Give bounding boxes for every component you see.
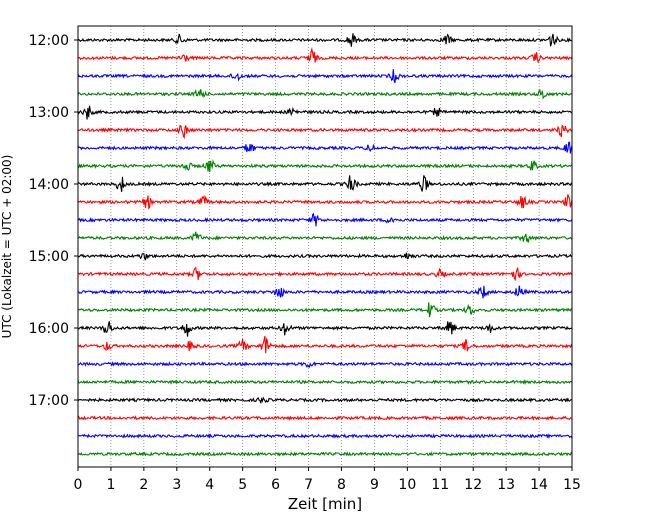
- x-tick-label: 15: [563, 477, 581, 493]
- x-tick-label: 14: [530, 477, 548, 493]
- y-axis: 12:00 13:00 14:00 15:00 16:00 17:00: [29, 33, 78, 409]
- x-axis: 0 1 2 3 4 5 6 7 8 9 10 11 12 13 14 15: [74, 467, 581, 493]
- seismogram-trace: [77, 335, 573, 354]
- y-tick-label: 15:00: [29, 249, 69, 265]
- y-axis-label: UTC (Lokalzeit = UTC + 02:00): [0, 155, 14, 339]
- trace-group: [77, 33, 573, 457]
- x-tick-label: 2: [139, 477, 148, 493]
- x-tick-label: 8: [337, 477, 346, 493]
- seismogram-trace: [77, 433, 573, 440]
- seismogram-trace: [77, 361, 573, 368]
- y-tick-label: 17:00: [29, 393, 69, 409]
- seismogram-trace: [77, 266, 573, 282]
- seismogram-trace: [77, 105, 573, 120]
- x-tick-label: 11: [431, 477, 449, 493]
- seismogram-trace: [77, 175, 573, 192]
- y-tick-label: 14:00: [29, 177, 69, 193]
- seismogram-trace: [77, 194, 573, 210]
- x-tick-label: 10: [398, 477, 416, 493]
- seismogram-trace: [77, 285, 573, 299]
- x-tick-label: 12: [464, 477, 482, 493]
- x-tick-label: 7: [304, 477, 313, 493]
- seismogram-trace: [77, 415, 573, 421]
- seismogram-trace: [77, 231, 573, 243]
- y-tick-label: 16:00: [29, 321, 69, 337]
- seismogram-trace: [77, 321, 573, 337]
- x-tick-label: 0: [74, 477, 83, 493]
- seismogram-trace: [77, 69, 573, 84]
- seismogram-trace: [77, 451, 573, 457]
- plot-frame: [77, 25, 573, 468]
- seismogram-trace: [77, 159, 573, 173]
- y-tick-label: 13:00: [29, 105, 69, 121]
- x-tick-label: 5: [238, 477, 247, 493]
- seismogram-trace: [77, 33, 573, 47]
- x-axis-label: Zeit [min]: [288, 495, 362, 513]
- x-tick-label: 9: [370, 477, 379, 493]
- seismogram-trace: [77, 47, 573, 64]
- seismogram-trace: [77, 396, 573, 404]
- x-tick-label: 1: [106, 477, 115, 493]
- seismogram-trace: [77, 252, 573, 261]
- seismogram-trace: [77, 124, 573, 140]
- x-tick-label: 6: [271, 477, 280, 493]
- seismogram-trace: [77, 302, 573, 318]
- seismogram-trace: [77, 141, 573, 154]
- seismogram-trace: [77, 88, 573, 100]
- x-tick-label: 4: [205, 477, 214, 493]
- seismogram-trace: [77, 212, 573, 227]
- x-tick-label: 3: [172, 477, 181, 493]
- y-tick-label: 12:00: [29, 33, 69, 49]
- x-tick-label: 13: [497, 477, 515, 493]
- seismogram-trace: [77, 379, 573, 385]
